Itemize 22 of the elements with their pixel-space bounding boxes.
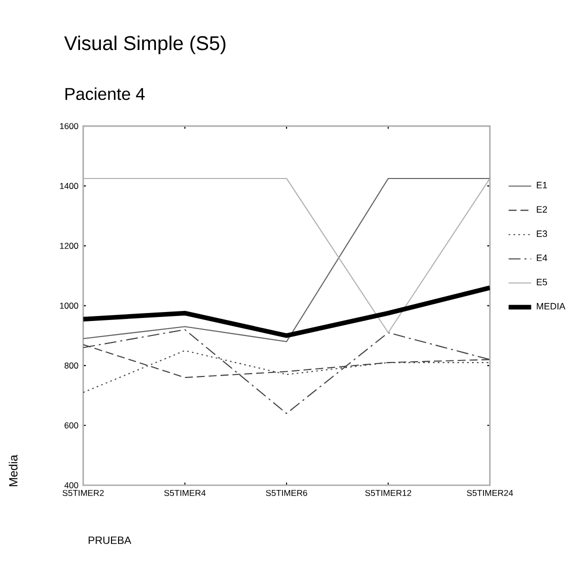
x-tick-label: S5TIMER2 (62, 490, 104, 496)
x-tick-label: S5TIMER24 (466, 490, 514, 496)
chart-title: Visual Simple (S5) (64, 36, 226, 54)
x-tick-label: S5TIMER4 (164, 490, 206, 496)
y-tick-label: 1400 (60, 182, 78, 189)
y-tick-label: 800 (64, 362, 78, 369)
legend-label: E2 (536, 206, 547, 212)
y-tick-label: 1000 (60, 302, 78, 309)
chart-subtitle: Paciente 4 (65, 87, 145, 100)
legend-label: E1 (536, 182, 547, 188)
x-tick-label: S5TIMER6 (266, 490, 308, 496)
legend-label: MEDIA (536, 302, 566, 310)
x-tick-label: S5TIMER12 (365, 490, 412, 496)
legend-label: E3 (536, 230, 548, 237)
y-tick-label: 1200 (60, 242, 78, 249)
legend-label: E4 (536, 254, 548, 261)
y-tick-label: 600 (64, 422, 78, 428)
legend-label: E5 (536, 278, 548, 286)
y-tick-label: 400 (64, 482, 78, 488)
y-tick-label: 1600 (60, 122, 78, 130)
y-axis-title: Media (8, 454, 18, 486)
x-axis-title: PRUEBA (88, 536, 132, 544)
